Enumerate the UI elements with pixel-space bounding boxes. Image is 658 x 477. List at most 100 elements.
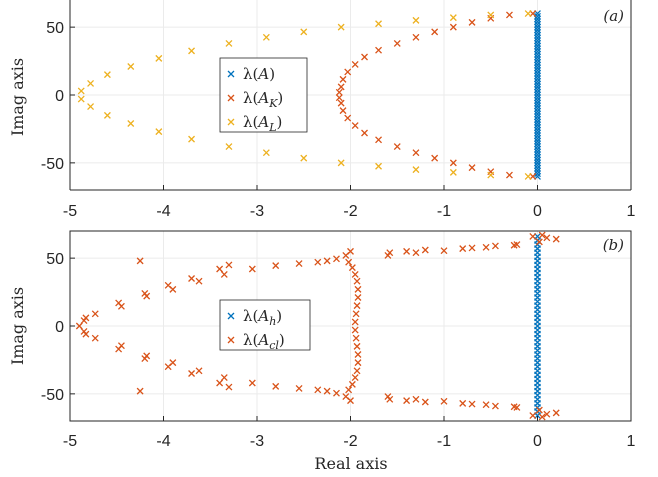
data-point [393,143,401,151]
xtick-label: -3 [250,203,264,220]
data-point [354,359,362,367]
data-point [248,379,256,387]
data-point [534,107,541,115]
legend-label: λ(Acl) [243,331,285,352]
data-point [91,310,99,318]
data-point [534,48,541,56]
data-point [534,64,541,72]
data-point [534,83,541,91]
data-point [543,234,551,242]
data-point [534,140,541,148]
data-point [262,149,270,157]
ylabel-b: Imag axis [8,287,27,365]
data-point [323,257,331,265]
data-point [248,265,256,273]
data-point [127,63,135,70]
data-point [195,277,203,285]
data-point [348,264,356,272]
data-point [412,395,420,403]
data-point [262,33,270,41]
data-point [344,114,352,122]
data-point [534,75,541,83]
data-point [220,270,228,278]
data-point [534,164,541,172]
data-point [314,258,322,266]
data-point [188,47,196,55]
data-point [487,11,495,19]
data-point [468,18,476,26]
data-point [468,244,476,252]
data-point [524,172,532,180]
data-point [552,409,560,417]
xtick-label: -1 [437,433,451,450]
data-point [449,14,457,22]
data-point [459,399,467,407]
data-point [300,154,308,162]
data-point [534,170,541,178]
data-point [534,56,541,64]
data-point [339,107,347,115]
data-point [77,95,85,103]
data-point [155,128,163,136]
legend-box-b [219,299,311,351]
data-point [534,72,541,80]
data-point [534,94,541,102]
data-point [323,387,331,395]
data-point [534,15,541,23]
xlabel-b: Real axis [314,454,387,473]
data-point [491,402,499,410]
data-point [534,80,541,88]
data-point [534,145,541,153]
data-point [534,91,541,99]
legend-label: λ(Ah) [243,307,282,328]
data-point [403,247,411,255]
data-point [220,374,228,382]
xtick-label: -2 [343,203,357,220]
data-point [534,153,541,161]
data-point [534,29,541,37]
data-point [534,143,541,151]
data-point [351,270,359,278]
data-point [82,330,90,338]
data-point [333,389,340,397]
data-point [342,251,350,259]
data-point [354,285,362,293]
data-point [421,398,429,406]
legend-marker [227,70,235,78]
data-point [339,75,347,83]
data-point [543,410,551,418]
data-point [431,154,439,162]
data-point [345,258,353,266]
data-point [534,105,541,113]
data-point [335,88,343,96]
ytick-label: 50 [46,20,64,37]
data-point [155,54,163,62]
data-point [337,83,345,91]
data-point [354,351,362,358]
data-point [169,285,177,293]
data-point [534,45,541,53]
data-point [351,326,359,334]
data-point [534,12,541,20]
data-point [188,275,196,282]
data-point [534,53,541,61]
legend-marker [227,118,235,126]
xtick-label: 0 [533,433,542,450]
data-point [412,249,420,257]
data-point [351,61,359,68]
data-point [534,77,541,85]
data-point [75,322,83,330]
data-point [538,231,546,239]
data-point [534,159,541,167]
panel-b: -5 -4 -3 -2 -1 0 1 -50 0 50 Imag axis Real axis (… [8,230,636,473]
data-point [386,395,394,403]
data-point [300,28,308,36]
legend-label: λ(AK) [243,89,283,110]
data-point [344,68,352,76]
panel-label-a: (a) [603,7,624,25]
data-point [534,124,541,132]
data-point [225,383,233,391]
data-point [335,94,343,102]
ytick-label: -50 [41,387,64,404]
